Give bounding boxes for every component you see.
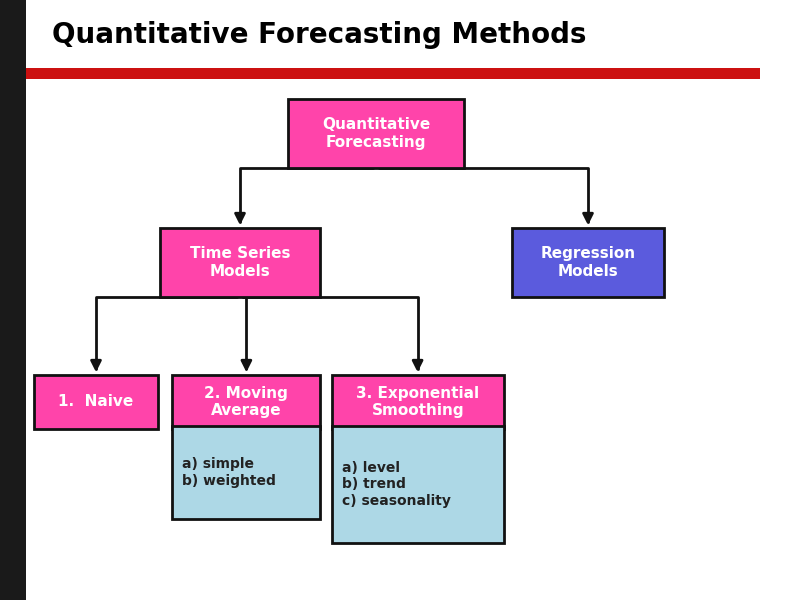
Bar	[26, 68, 760, 79]
FancyBboxPatch shape	[160, 228, 320, 297]
FancyBboxPatch shape	[512, 228, 664, 297]
Text: 1.  Naive: 1. Naive	[58, 395, 134, 410]
FancyBboxPatch shape	[172, 375, 320, 429]
Text: Regression
Models: Regression Models	[541, 246, 635, 278]
FancyBboxPatch shape	[332, 375, 504, 429]
Text: 2. Moving
Average: 2. Moving Average	[204, 386, 288, 418]
Bar	[0, 0, 26, 600]
Text: Time Series
Models: Time Series Models	[190, 246, 290, 278]
Text: a) simple
b) weighted: a) simple b) weighted	[182, 457, 275, 488]
FancyBboxPatch shape	[288, 99, 464, 168]
Text: Quantitative
Forecasting: Quantitative Forecasting	[322, 118, 430, 149]
Text: a) level
b) trend
c) seasonality: a) level b) trend c) seasonality	[342, 461, 450, 508]
Text: Quantitative Forecasting Methods: Quantitative Forecasting Methods	[52, 21, 586, 49]
Text: 3. Exponential
Smoothing: 3. Exponential Smoothing	[357, 386, 479, 418]
FancyBboxPatch shape	[34, 375, 158, 429]
FancyBboxPatch shape	[332, 426, 504, 543]
FancyBboxPatch shape	[172, 426, 320, 519]
